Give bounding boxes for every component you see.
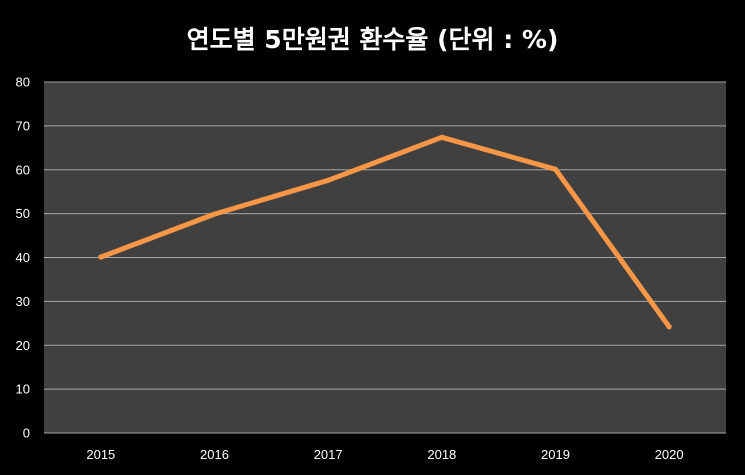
x-tick-label: 2015: [86, 447, 115, 462]
data-points: [98, 134, 672, 330]
y-tick-label: 80: [16, 75, 30, 90]
y-tick-label: 10: [16, 382, 30, 397]
data-point: [212, 211, 217, 217]
data-point: [553, 166, 558, 172]
data-point: [666, 324, 672, 330]
x-tick-label: 2016: [200, 447, 229, 462]
y-axis-ticks: 0 10 20 30 40 50 60 70 80: [16, 75, 30, 441]
y-tick-label: 0: [23, 426, 30, 441]
series-line: [98, 134, 672, 330]
data-point: [98, 254, 104, 260]
y-tick-label: 50: [16, 206, 30, 221]
chart-title: 연도별 5만원권 환수율 (단위 : %): [186, 25, 559, 54]
gridlines: [44, 81, 726, 434]
y-tick-label: 60: [16, 162, 30, 177]
y-tick-label: 70: [16, 118, 30, 133]
y-tick-label: 30: [16, 294, 30, 309]
x-tick-label: 2019: [541, 447, 570, 462]
data-point: [439, 134, 445, 140]
data-point: [325, 177, 331, 183]
y-tick-label: 20: [16, 338, 30, 353]
x-tick-label: 2017: [314, 447, 343, 462]
x-tick-label: 2020: [655, 447, 684, 462]
x-tick-label: 2018: [427, 447, 456, 462]
x-axis-ticks: 2015 2016 2017 2018 2019 2020: [86, 447, 683, 462]
y-tick-label: 40: [16, 250, 30, 265]
